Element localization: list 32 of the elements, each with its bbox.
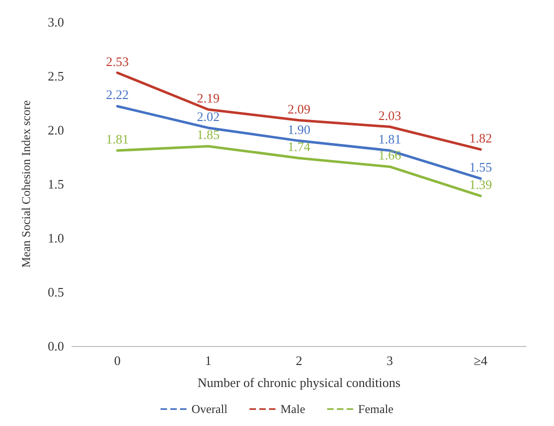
legend-label: Female [358,402,394,416]
data-label: 1.85 [196,127,220,142]
x-tick-label: 2 [296,353,302,368]
x-tick-label: 0 [114,353,121,368]
data-label: 1.74 [288,139,311,154]
data-label: 2.02 [196,108,220,124]
y-axis-title: Mean Social Cohesion Index score [19,100,33,268]
data-label: 2.09 [288,101,310,116]
data-label: 2.53 [106,54,129,69]
x-tick-label: 1 [204,353,212,368]
legend-label: Overall [192,402,228,416]
data-label: 2.03 [378,108,402,123]
y-tick-label: 2.0 [48,122,64,138]
y-tick-label: 1.5 [48,176,64,192]
data-label: 1.39 [469,176,492,192]
x-axis-title: Number of chronic physical conditions [198,375,400,390]
data-label: 1.90 [288,122,310,137]
data-label: 2.22 [106,87,129,102]
y-tick-label: 0.0 [48,338,64,354]
x-tick-label: 3 [386,353,394,368]
data-label: 1.81 [106,132,129,147]
legend-label: Male [280,402,306,416]
data-label: 1.82 [469,130,492,146]
data-label: 1.66 [378,148,402,163]
y-tick-label: 0.5 [48,284,64,300]
data-label: 2.19 [196,90,220,106]
y-tick-label: 3.0 [48,14,64,30]
y-tick-label: 2.5 [48,68,64,84]
x-tick-label: ≥4 [474,353,488,368]
data-label: 1.55 [469,160,492,175]
y-tick-label: 1.0 [48,230,64,246]
data-label: 1.81 [378,132,402,147]
